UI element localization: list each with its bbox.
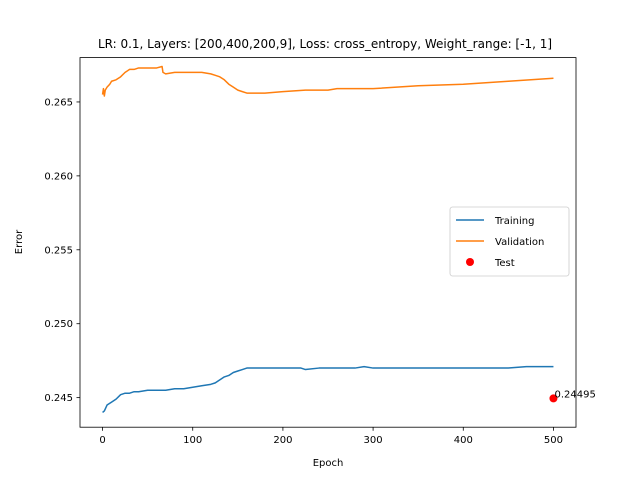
legend-label-training: Training <box>494 216 534 227</box>
chart-title: LR: 0.1, Layers: [200,400,200,9], Loss: … <box>98 37 552 51</box>
y-tick-label: 0.245 <box>44 393 73 404</box>
y-tick-label: 0.255 <box>44 245 73 256</box>
x-tick-label: 500 <box>544 435 563 446</box>
series-line-validation <box>101 65 554 97</box>
plot-area: 0.24495 <box>101 65 596 413</box>
axes-frame <box>79 57 577 428</box>
y-tick-label: 0.250 <box>44 319 73 330</box>
x-tick-label: 0 <box>99 435 105 446</box>
y-axis-label: Error <box>14 229 25 254</box>
series-line-training <box>102 365 554 413</box>
x-tick-label: 400 <box>454 435 473 446</box>
legend-swatch-test <box>466 258 474 266</box>
legend-label-validation: Validation <box>495 237 544 248</box>
axis-ticks: 0 100 200 300 400 500 0.245 0.250 0.255 0.260 0.26… <box>44 97 563 446</box>
legend-label-test: Test <box>494 258 515 269</box>
x-tick-label: 300 <box>364 435 383 446</box>
y-tick-label: 0.265 <box>44 97 73 108</box>
test-point <box>549 394 558 403</box>
x-tick-label: 100 <box>183 435 202 446</box>
y-tick-label: 0.260 <box>44 171 73 182</box>
legend: Training Validation Test <box>449 206 570 277</box>
legend-box <box>449 206 570 277</box>
x-axis-label: Epoch <box>313 458 344 469</box>
x-tick-label: 200 <box>273 435 292 446</box>
test-point-label: 0.24495 <box>554 389 595 400</box>
